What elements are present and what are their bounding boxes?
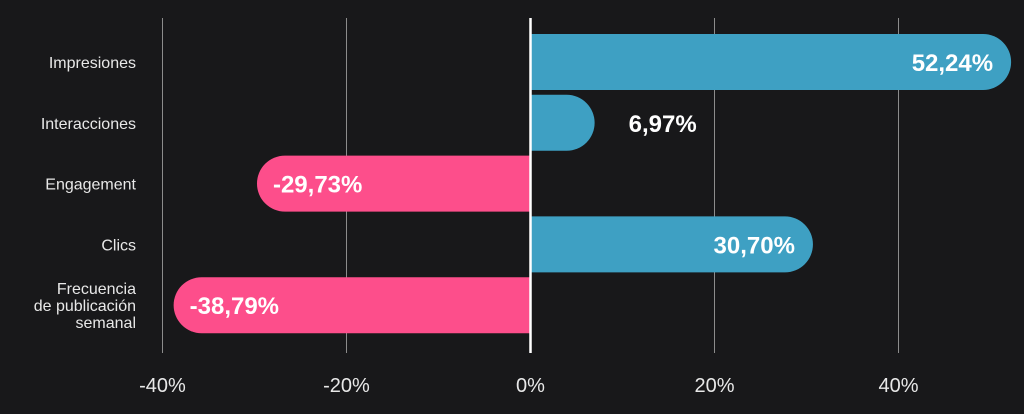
data-label: -38,79% (190, 293, 279, 320)
category-label-line: Clics (101, 237, 136, 254)
x-tick-labels: -40% -20% 0% 20% 40% (139, 375, 919, 397)
category-label: Impresiones (49, 55, 136, 72)
x-tick-label: 40% (878, 375, 918, 397)
data-label: 30,70% (714, 232, 795, 259)
bar-4 (173, 277, 531, 334)
category-label: Engagement (45, 177, 136, 194)
bar-2 (256, 155, 531, 212)
category-label: Clics (101, 237, 136, 254)
category-label-line: semanal (76, 315, 136, 332)
bar-0 (530, 34, 1012, 90)
data-label: 6,97% (629, 111, 697, 138)
x-tick-label: 20% (694, 375, 734, 397)
category-label-line: Frecuencia (57, 281, 136, 298)
category-labels: Impresiones Interacciones Engagement Clics F… (34, 55, 137, 332)
category-label-line: Engagement (45, 177, 136, 194)
category-label-line: de publicación (34, 298, 136, 315)
data-label: 52,24% (912, 50, 993, 77)
bar-3 (530, 216, 813, 273)
category-label: Interacciones (41, 116, 136, 133)
category-label: Frecuencia de publicación semanal (34, 281, 136, 332)
x-tick-label: -40% (139, 375, 186, 397)
bar-1 (530, 94, 595, 151)
x-tick-label: 0% (516, 375, 545, 397)
data-labels: 52,24% 6,97% -29,73% 30,70% -38,79% (190, 50, 993, 320)
category-label-line: Impresiones (49, 55, 136, 72)
data-label: -29,73% (273, 172, 362, 199)
category-label-line: Interacciones (41, 116, 136, 133)
bars (173, 34, 1012, 334)
x-tick-label: -20% (323, 375, 370, 397)
